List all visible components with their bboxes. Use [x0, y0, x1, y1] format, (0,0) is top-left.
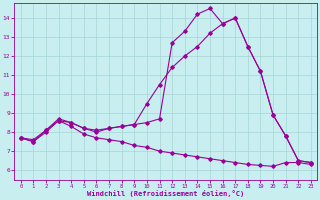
X-axis label: Windchill (Refroidissement éolien,°C): Windchill (Refroidissement éolien,°C): [87, 190, 244, 197]
